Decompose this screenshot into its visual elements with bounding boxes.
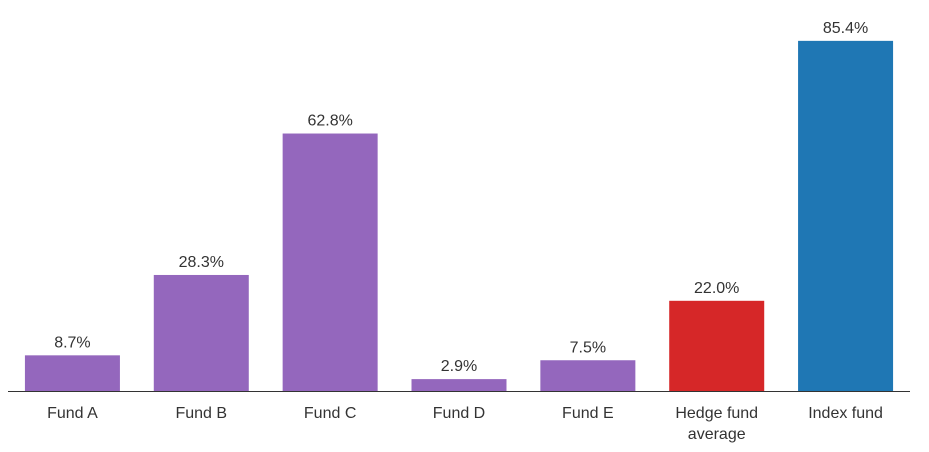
bar-index-fund <box>798 40 894 392</box>
bars-group <box>24 40 894 392</box>
data-label-fund-b: 28.3% <box>179 254 224 271</box>
x-tick-label-fund-e: Fund E <box>562 405 614 422</box>
bar-fund-a <box>24 355 120 391</box>
x-tick-label-hedge-fund-average: Hedge fund average <box>675 405 758 443</box>
x-tick-label-line: Fund B <box>175 405 227 422</box>
x-tick-label-fund-b: Fund B <box>175 405 227 422</box>
data-label-fund-c: 62.8% <box>307 113 352 130</box>
data-label-fund-a: 8.7% <box>54 334 90 351</box>
x-tick-label-line: Fund D <box>433 405 485 422</box>
data-label-hedge-fund-average: 22.0% <box>694 280 739 297</box>
x-tick-label-fund-d: Fund D <box>433 405 485 422</box>
data-label-fund-d: 2.9% <box>441 358 477 375</box>
x-tick-label-line: Fund C <box>304 405 356 422</box>
x-tick-label-index-fund: Index fund <box>808 405 883 422</box>
bar-fund-b <box>153 274 249 391</box>
x-tick-label-line: Index fund <box>808 405 883 422</box>
x-tick-label-fund-c: Fund C <box>304 405 356 422</box>
data-label-index-fund: 85.4% <box>823 20 868 37</box>
bar-fund-e <box>540 360 636 391</box>
x-tick-label-line: Fund E <box>562 405 614 422</box>
x-tick-label-line: Fund A <box>47 405 98 422</box>
x-tick-labels-group: Fund A Fund B Fund C Fund D Fund E Hedge fund… <box>47 405 883 443</box>
bar-fund-c <box>282 133 378 391</box>
bar-hedge-fund-average <box>669 300 765 391</box>
x-tick-label-line: Hedge fund <box>675 405 758 422</box>
data-labels-group: 8.7% 28.3% 62.8% 2.9% 7.5% 22.0% 85.4% <box>54 20 868 375</box>
x-tick-label-fund-a: Fund A <box>47 405 98 422</box>
bar-fund-d <box>411 379 507 391</box>
x-tick-label-line: average <box>688 426 746 443</box>
data-label-fund-e: 7.5% <box>570 339 606 356</box>
